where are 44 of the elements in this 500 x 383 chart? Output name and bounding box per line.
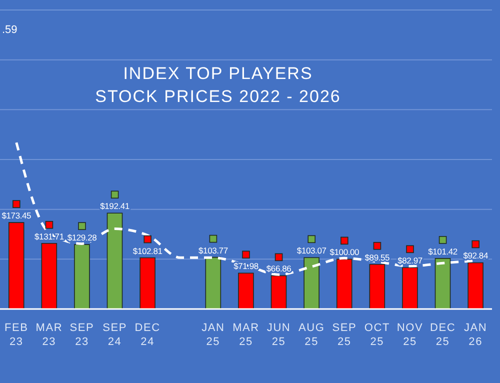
- bar: [74, 244, 90, 309]
- x-tick-label: JAN 26: [464, 322, 488, 348]
- x-tick-label: OCT 25: [364, 322, 390, 348]
- data-label: $131.71: [34, 231, 64, 242]
- bar: [270, 275, 287, 309]
- bar: [238, 272, 254, 309]
- annotation: .59: [2, 24, 18, 36]
- data-label: $129.28: [67, 232, 98, 243]
- x-tick-label: SEP 25: [332, 322, 357, 348]
- data-label: $82.97: [398, 256, 423, 266]
- x-tick-label: DEC 24: [134, 322, 160, 348]
- bar: [402, 267, 418, 309]
- x-tick-label: FEB 23: [4, 322, 28, 348]
- x-tick-label: AUG 25: [298, 322, 325, 348]
- data-label: $102.81: [132, 246, 163, 256]
- x-tick-label: SEP 23: [70, 322, 94, 348]
- data-label: $89.55: [364, 252, 390, 262]
- data-label: $103.07: [296, 246, 327, 256]
- bar: [41, 242, 58, 309]
- bar: [304, 257, 320, 309]
- bar: [205, 256, 222, 309]
- data-label: $173.45: [2, 210, 32, 221]
- bar: [106, 212, 123, 309]
- x-tick-label: JUN 25: [266, 322, 291, 348]
- data-label: $103.77: [198, 245, 228, 256]
- data-label: $66.86: [266, 264, 292, 274]
- data-label: $92.84: [463, 250, 488, 261]
- bar: [140, 257, 156, 309]
- data-label: $192.41: [100, 201, 130, 212]
- bar: [434, 258, 451, 309]
- x-tick-label: MAR 25: [232, 322, 260, 348]
- text: INDEX TOP PLAYERS: [122, 63, 314, 85]
- bar: [8, 222, 24, 309]
- x-tick-label: JAN 25: [202, 322, 225, 348]
- data-label: $100.00: [330, 247, 360, 258]
- bar: [369, 264, 386, 309]
- x-tick-label: SEP 24: [102, 322, 128, 348]
- data-label: $101.42: [428, 246, 458, 256]
- x-tick-label: DEC 25: [430, 322, 456, 348]
- bar: [336, 258, 352, 309]
- x-tick-label: MAR 23: [36, 322, 63, 348]
- x-tick-label: NOV 25: [396, 322, 424, 348]
- bar: [468, 262, 484, 309]
- text: STOCK PRICES 2022 - 2026: [94, 86, 342, 108]
